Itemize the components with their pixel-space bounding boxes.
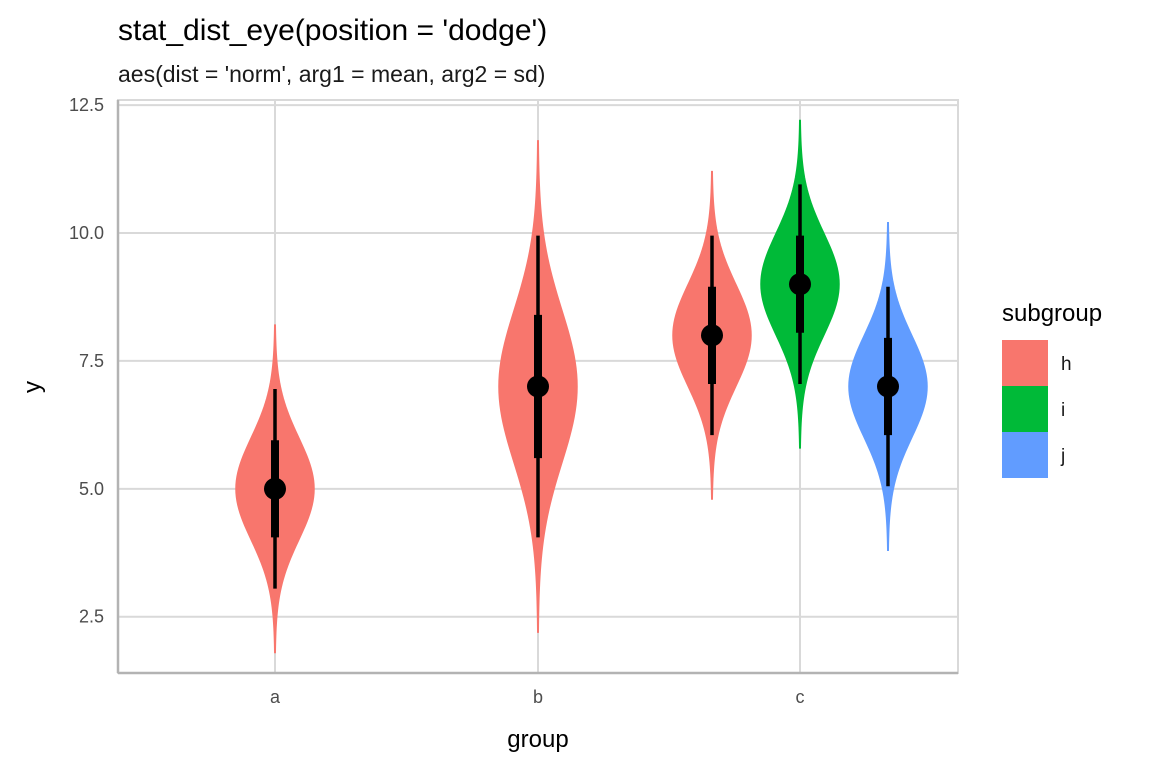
x-tick-labels: a b c xyxy=(270,687,805,707)
median-point-b-h xyxy=(527,376,549,398)
legend-key-h xyxy=(1002,340,1048,386)
x-axis-title: group xyxy=(507,726,568,753)
chart-title: stat_dist_eye(position = 'dodge') xyxy=(118,14,547,47)
chart-subtitle: aes(dist = 'norm', arg1 = mean, arg2 = s… xyxy=(118,61,545,87)
median-point-c-j xyxy=(877,376,899,398)
legend-label-j: j xyxy=(1060,446,1065,467)
y-tick-label: 2.5 xyxy=(79,607,104,627)
x-tick-label: c xyxy=(796,687,805,707)
violins xyxy=(236,120,927,652)
legend-label-h: h xyxy=(1061,354,1072,375)
y-tick-labels: 2.5 5.0 7.5 10.0 12.5 xyxy=(69,95,104,627)
median-point-c-h xyxy=(701,324,723,346)
y-tick-label: 7.5 xyxy=(79,351,104,371)
median-point-a-h xyxy=(264,478,286,500)
x-tick-label: a xyxy=(270,687,281,707)
y-tick-label: 12.5 xyxy=(69,95,104,115)
y-tick-label: 10.0 xyxy=(69,223,104,243)
y-axis-title: y xyxy=(19,381,46,393)
median-point-c-i xyxy=(789,273,811,295)
legend-key-i xyxy=(1002,386,1048,432)
legend-title: subgroup xyxy=(1002,300,1102,327)
x-tick-label: b xyxy=(533,687,543,707)
legend-key-j xyxy=(1002,432,1048,478)
legend-label-i: i xyxy=(1061,400,1065,421)
legend: subgroup h i j xyxy=(1002,300,1102,478)
y-tick-label: 5.0 xyxy=(79,479,104,499)
